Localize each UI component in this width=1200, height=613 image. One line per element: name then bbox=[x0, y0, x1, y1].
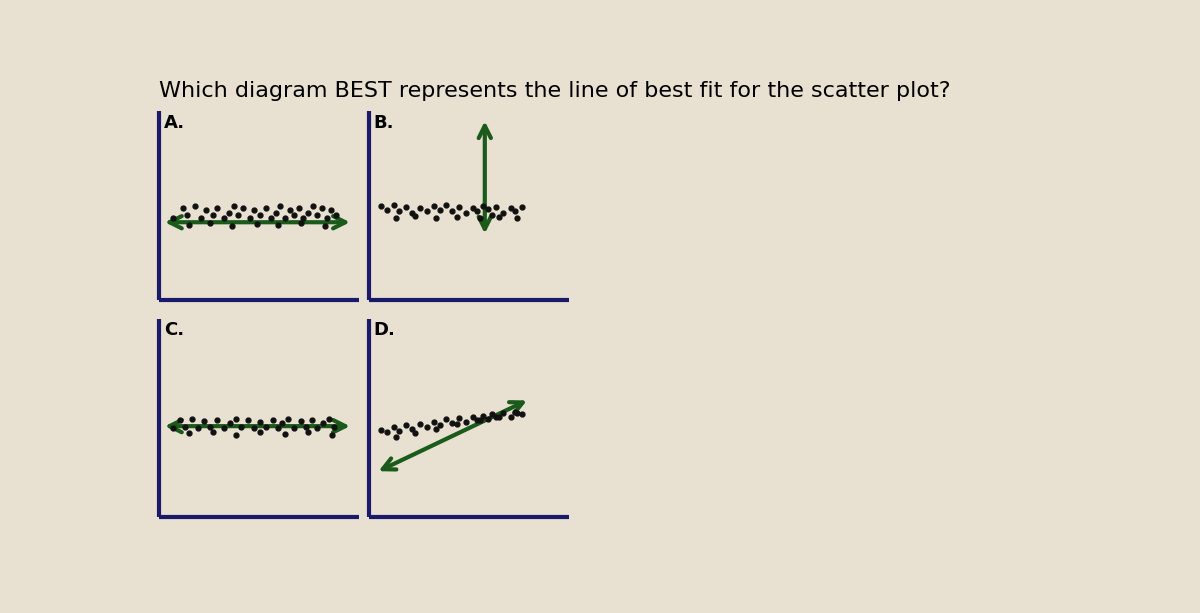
Text: A.: A. bbox=[164, 113, 185, 132]
Text: Which diagram BEST represents the line of best fit for the scatter plot?: Which diagram BEST represents the line o… bbox=[160, 81, 950, 101]
Text: D.: D. bbox=[373, 321, 395, 340]
Text: C.: C. bbox=[164, 321, 184, 340]
Text: B.: B. bbox=[373, 113, 394, 132]
